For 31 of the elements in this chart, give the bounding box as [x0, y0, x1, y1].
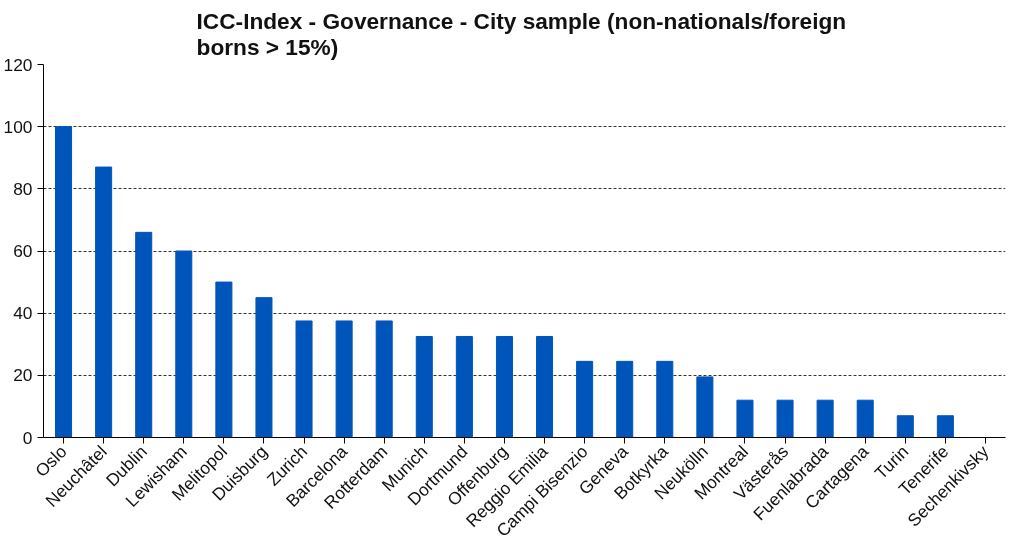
bar [616, 360, 634, 438]
y-tick-label: 120 [3, 54, 33, 75]
bar [135, 231, 153, 438]
bar [295, 320, 313, 438]
y-tick-label: 40 [13, 303, 33, 324]
bar [656, 360, 674, 438]
bar [896, 415, 914, 438]
bar [375, 320, 393, 438]
y-tick-label: 100 [3, 116, 33, 137]
bar [55, 126, 73, 438]
bar [816, 399, 834, 438]
bar [776, 399, 794, 438]
y-tick-label: 0 [22, 427, 33, 448]
bar [936, 415, 954, 438]
bar [415, 335, 433, 438]
bar [696, 376, 714, 438]
bar [215, 281, 233, 438]
bar [175, 250, 193, 438]
y-tick-label: 20 [13, 365, 33, 386]
bar [95, 166, 113, 438]
bar [576, 360, 594, 438]
bar [736, 399, 754, 438]
bar [536, 335, 554, 438]
bar [255, 297, 273, 438]
y-tick-label: 60 [13, 241, 33, 261]
chart-title: ICC-Index - Governance - City sample (non-nationals/foreign borns > 15%) [196, 7, 847, 60]
bar [455, 335, 473, 438]
y-tick-label: 80 [13, 178, 33, 199]
bar [856, 399, 874, 438]
bar [335, 320, 353, 438]
bar [495, 335, 513, 438]
